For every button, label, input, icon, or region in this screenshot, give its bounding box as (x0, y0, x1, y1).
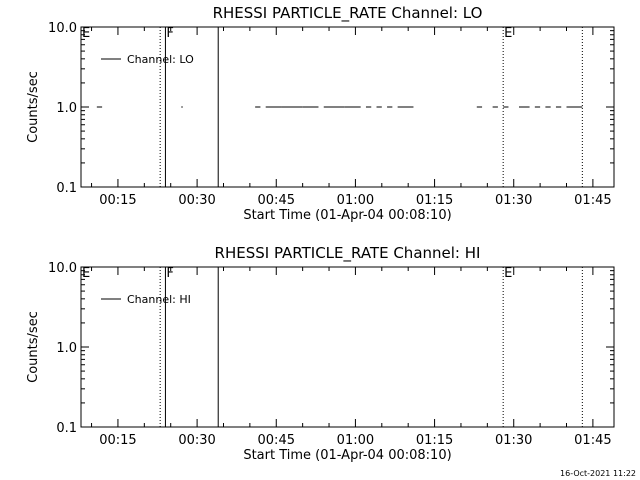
y-axis-label: Counts/sec (26, 311, 41, 383)
x-tick-label: 01:45 (574, 193, 611, 208)
marker-label: E (82, 26, 90, 41)
x-tick-label: 01:15 (416, 433, 453, 448)
y-tick-label: 1.0 (56, 101, 77, 116)
y-tick-label: 1.0 (56, 341, 77, 356)
x-axis-label: Start Time (01-Apr-04 00:08:10) (243, 448, 451, 463)
x-tick-label: 01:15 (416, 193, 453, 208)
y-tick-label: 0.1 (56, 421, 77, 436)
x-tick-label: 00:15 (99, 193, 136, 208)
plot-frame (80, 266, 615, 428)
x-axis-label: Start Time (01-Apr-04 00:08:10) (243, 208, 451, 223)
y-tick-label: 0.1 (56, 181, 77, 196)
date-stamp: 16-Oct-2021 11:22 (560, 469, 636, 478)
x-tick-label: 00:45 (258, 433, 295, 448)
marker-label: E (504, 266, 512, 281)
legend-label: Channel: LO (127, 53, 194, 66)
marker-label: F (166, 266, 173, 281)
marker-label: F (166, 26, 173, 41)
chart-lo: RHESSI PARTICLE_RATE Channel: LO 00:15 00:… (26, 4, 615, 223)
chart-title: RHESSI PARTICLE_RATE Channel: HI (215, 244, 481, 263)
x-tick-label: 01:45 (574, 433, 611, 448)
marker-label: E (82, 266, 90, 281)
x-tick-label: 01:00 (337, 433, 374, 448)
y-tick-label: 10.0 (48, 21, 77, 36)
x-tick-label: 00:30 (178, 193, 215, 208)
chart-hi: RHESSI PARTICLE_RATE Channel: HI 00:15 00:… (26, 244, 615, 463)
chart-title: RHESSI PARTICLE_RATE Channel: LO (213, 4, 483, 23)
x-tick-label: 01:00 (337, 193, 374, 208)
legend-label: Channel: HI (127, 293, 191, 306)
x-tick-label: 01:30 (495, 433, 532, 448)
x-tick-label: 00:15 (99, 433, 136, 448)
x-tick-label: 00:30 (178, 433, 215, 448)
y-tick-label: 10.0 (48, 261, 77, 276)
x-tick-label: 01:30 (495, 193, 532, 208)
marker-label: E (504, 26, 512, 41)
x-tick-label: 00:45 (258, 193, 295, 208)
y-axis-label: Counts/sec (26, 71, 41, 143)
